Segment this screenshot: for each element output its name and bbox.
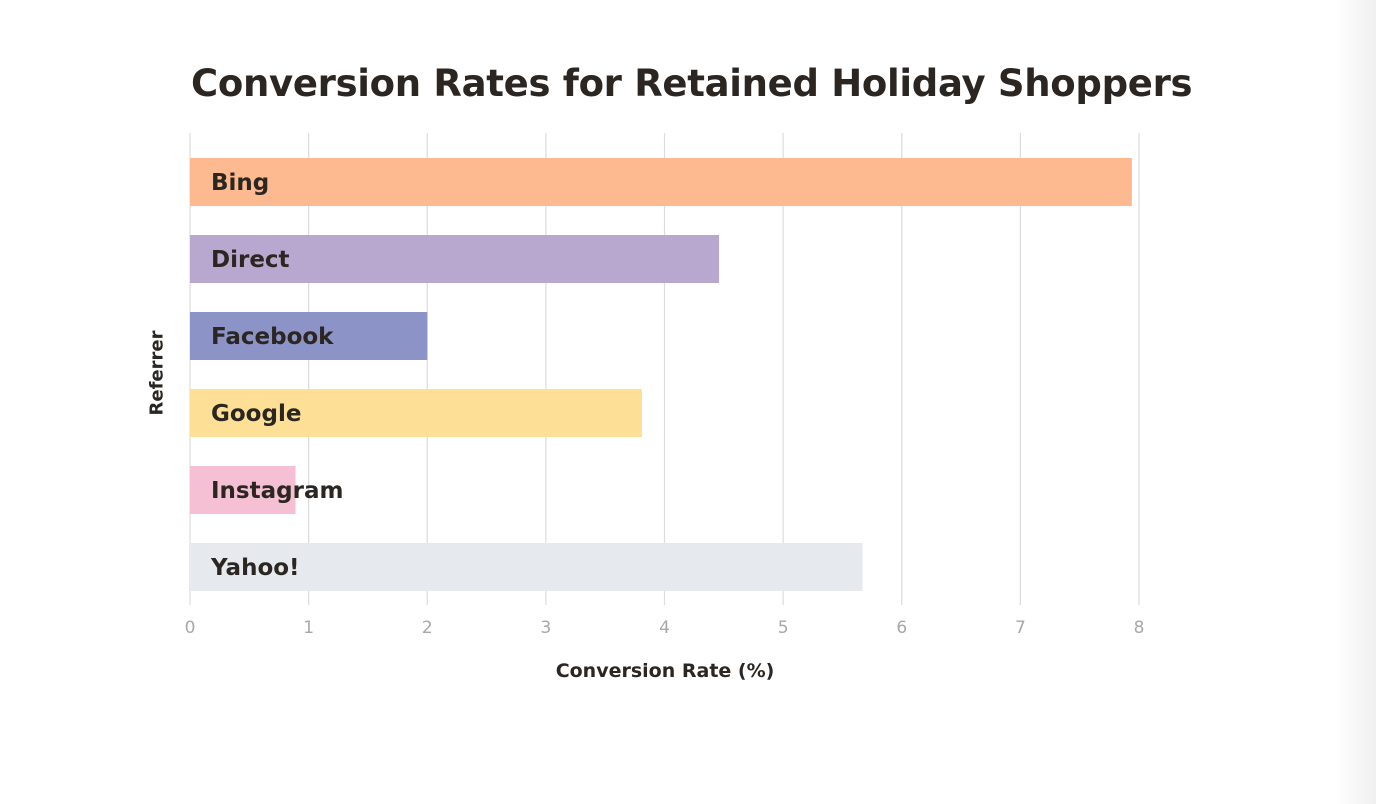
bar-direct — [190, 235, 720, 283]
bar-label: Facebook — [211, 324, 334, 350]
bar-instagram — [190, 466, 296, 514]
bar-bing — [190, 158, 1132, 206]
x-tick-label: 4 — [659, 618, 670, 638]
bar-label: Yahoo! — [210, 555, 300, 581]
x-tick-label: 3 — [540, 618, 551, 638]
chart-title: Conversion Rates for Retained Holiday Sh… — [191, 62, 1193, 105]
x-axis-label: Conversion Rate (%) — [555, 660, 775, 682]
bar-facebook — [190, 312, 428, 360]
bar-label: Google — [211, 401, 301, 427]
bar-google — [190, 389, 642, 437]
bar-label: Direct — [211, 247, 290, 273]
x-tick-label: 6 — [896, 618, 907, 638]
x-tick-label: 5 — [778, 618, 789, 638]
bar-label: Bing — [211, 170, 269, 196]
x-tick-label: 0 — [185, 618, 196, 638]
x-tick-label: 2 — [422, 618, 433, 638]
right-edge-shadow — [1336, 0, 1376, 804]
x-tick-label: 1 — [303, 618, 314, 638]
x-tick-label: 8 — [1134, 618, 1145, 638]
x-tick-label: 7 — [1015, 618, 1026, 638]
bar-label: Instagram — [211, 478, 343, 504]
bar-yahoo — [190, 543, 863, 591]
